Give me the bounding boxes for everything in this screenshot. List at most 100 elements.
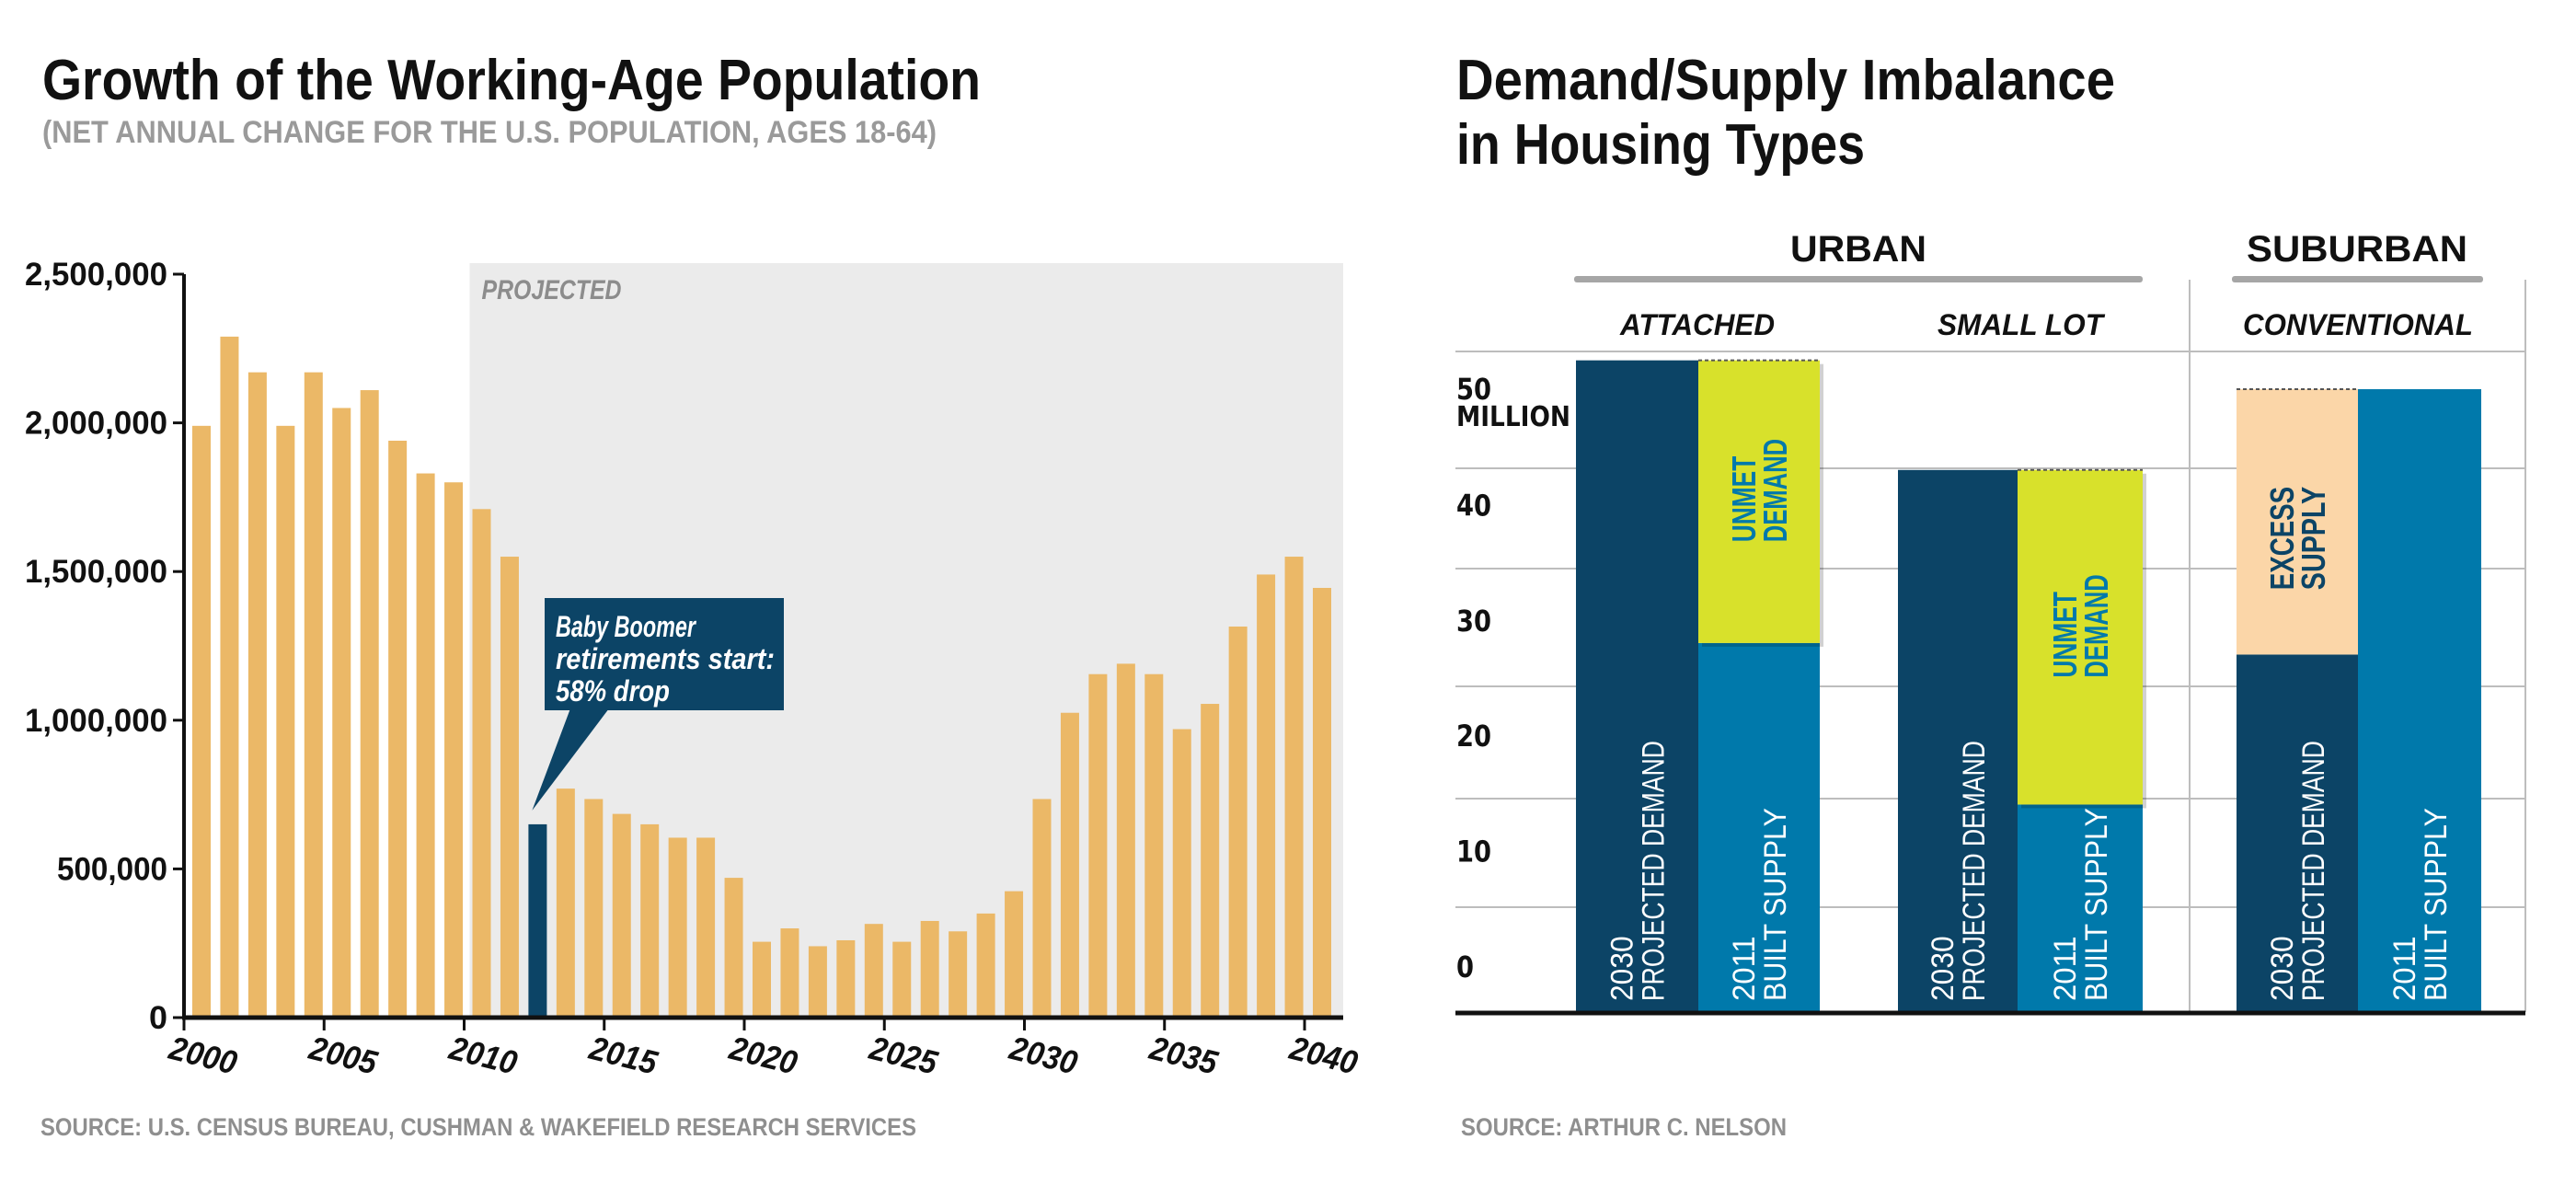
bar-2035 bbox=[1172, 729, 1191, 1018]
bar-built-supply bbox=[2018, 804, 2143, 1012]
y-tick-label: 40 bbox=[1456, 488, 1491, 523]
bar-series bbox=[192, 336, 1331, 1019]
gap-label-line: DEMAND bbox=[1756, 439, 1794, 542]
bar-2003 bbox=[276, 425, 295, 1018]
bar-2019 bbox=[724, 878, 743, 1018]
bar-2029 bbox=[1005, 891, 1024, 1018]
bar-2015 bbox=[612, 813, 631, 1018]
bar-2022 bbox=[808, 946, 827, 1018]
x-tick-label: 2035 bbox=[1145, 1029, 1222, 1082]
bar-2011 bbox=[500, 557, 519, 1018]
bar-2038 bbox=[1257, 574, 1276, 1018]
y-tick-label: 0 bbox=[1456, 950, 1474, 984]
bar-2031 bbox=[1060, 712, 1079, 1018]
bar-2018 bbox=[696, 837, 716, 1018]
y-tick-label: 20 bbox=[1456, 719, 1491, 754]
callout-line-2: retirements start: bbox=[556, 642, 775, 675]
x-tick-label: 2015 bbox=[585, 1029, 661, 1082]
chart-title: Growth of the Working-Age Population bbox=[42, 49, 981, 112]
annotation-callout: Baby Boomer retirements start: 58% drop bbox=[532, 598, 784, 811]
bar-label-demand-line: 2030 bbox=[2265, 936, 2300, 1001]
callout-pointer bbox=[532, 708, 609, 811]
bar-2028 bbox=[976, 913, 995, 1018]
bar-2020 bbox=[753, 941, 771, 1018]
group-underline-suburban bbox=[2232, 276, 2483, 282]
group-underline-urban bbox=[1574, 276, 2143, 282]
bar-label-supply-line: 2011 bbox=[2048, 936, 2083, 1001]
gap-label-line: SUPPLY bbox=[2294, 487, 2332, 590]
working-age-population-chart: Growth of the Working-Age Population (NE… bbox=[25, 49, 1362, 1141]
y-axis-ticks: 0 500,000 1,000,000 1,500,000 2,000,000 2,500… bbox=[25, 257, 184, 1036]
y-tick-label: 50 bbox=[1456, 372, 1491, 407]
y-axis-unit-label: MILLION bbox=[1456, 401, 1570, 433]
y-tick-label: 2,000,000 bbox=[25, 406, 167, 442]
bar-label-supply-line: 2011 bbox=[2387, 936, 2422, 1001]
x-axis-ticks: 2000 2005 2010 2015 2020 2025 2030 2035 2040 bbox=[165, 1018, 1362, 1082]
bar-2013 bbox=[556, 788, 575, 1018]
gap-segment-unmet-demand bbox=[1698, 360, 1820, 643]
bar-label-demand-line: 2030 bbox=[1926, 936, 1961, 1001]
bar-label-demand-line: PROJECTED DEMAND bbox=[2296, 741, 2331, 1001]
group-label-suburban: SUBURBAN bbox=[2247, 229, 2467, 270]
bar-2010 bbox=[472, 509, 491, 1018]
category-label-conventional: CONVENTIONAL bbox=[2243, 308, 2473, 341]
bar-label-supply-line: BUILT SUPPLY bbox=[2079, 808, 2114, 1001]
gap-label-line: EXCESS bbox=[2263, 487, 2301, 590]
bar-projected-demand bbox=[2237, 654, 2358, 1012]
bar-2014 bbox=[584, 799, 604, 1018]
bar-highlight-2012 bbox=[528, 823, 547, 1018]
gap-label-line: DEMAND bbox=[2077, 574, 2115, 677]
bar-2002 bbox=[247, 372, 267, 1018]
y-axis-ticks: MILLION 50 40 30 20 10 0 bbox=[1456, 372, 1570, 984]
bar-2017 bbox=[668, 837, 687, 1018]
bar-2016 bbox=[640, 823, 660, 1018]
callout-line-1: Baby Boomer bbox=[556, 610, 696, 643]
bar-built-supply bbox=[2358, 389, 2481, 1012]
source-note: SOURCE: ARTHUR C. NELSON bbox=[1461, 1113, 1787, 1141]
y-tick-label: 1,500,000 bbox=[25, 554, 167, 590]
bar-2027 bbox=[949, 931, 968, 1018]
bar-2025 bbox=[892, 941, 912, 1018]
bar-2001 bbox=[220, 336, 239, 1018]
y-tick-label: 30 bbox=[1456, 604, 1491, 639]
y-tick-label: 500,000 bbox=[57, 851, 167, 887]
bar-2007 bbox=[388, 440, 408, 1018]
bar-2034 bbox=[1144, 673, 1164, 1018]
bar-2026 bbox=[920, 920, 939, 1018]
bar-2023 bbox=[836, 939, 856, 1018]
bar-2000 bbox=[192, 425, 211, 1018]
gap-label-line: UNMET bbox=[2046, 592, 2084, 678]
group-label-urban: URBAN bbox=[1790, 229, 1926, 270]
housing-imbalance-chart: Demand/Supply Imbalance in Housing Types… bbox=[1455, 49, 2526, 1141]
bar-label-supply-line: BUILT SUPPLY bbox=[2419, 808, 2454, 1001]
x-tick-label: 2000 bbox=[165, 1029, 241, 1082]
x-tick-label: 2010 bbox=[445, 1029, 522, 1082]
y-tick-label: 1,000,000 bbox=[25, 703, 167, 739]
chart-title-line-1: Demand/Supply Imbalance bbox=[1456, 49, 2115, 112]
bar-label-demand-line: PROJECTED DEMAND bbox=[1957, 741, 1992, 1001]
projected-label: PROJECTED bbox=[482, 275, 622, 305]
x-tick-label: 2005 bbox=[305, 1029, 381, 1082]
x-tick-label: 2020 bbox=[725, 1029, 801, 1082]
category-label-small-lot: SMALL LOT bbox=[1938, 308, 2105, 341]
bar-label-demand-line: PROJECTED DEMAND bbox=[1637, 741, 1672, 1001]
bar-2039 bbox=[1284, 557, 1304, 1018]
bar-2004 bbox=[304, 372, 323, 1018]
bar-2008 bbox=[416, 473, 435, 1018]
bar-projected-demand bbox=[1576, 360, 1698, 1012]
bar-2036 bbox=[1201, 704, 1220, 1018]
x-tick-label: 2025 bbox=[865, 1029, 941, 1082]
bar-2030 bbox=[1032, 799, 1052, 1018]
bar-label-supply-line: 2011 bbox=[1727, 936, 1762, 1001]
